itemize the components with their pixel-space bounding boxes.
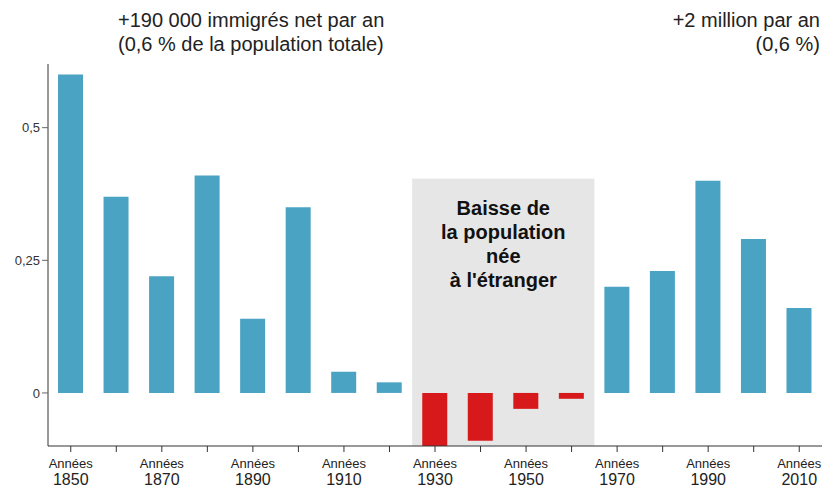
svg-text:Baisse dela populationnéeà l'é: Baisse dela populationnéeà l'étranger xyxy=(441,197,565,291)
svg-text:0,5: 0,5 xyxy=(22,120,40,135)
html-text:(0,6 %): (0,6 %) xyxy=(755,33,820,55)
svg-text:Années1970: Années1970 xyxy=(595,456,640,488)
svg-text:Années1950: Années1950 xyxy=(504,456,549,488)
svg-text:Années1990: Années1990 xyxy=(686,456,731,488)
svg-text:Années1910: Années1910 xyxy=(322,456,367,488)
svg-text:0: 0 xyxy=(33,386,40,401)
svg-text:Années1890: Années1890 xyxy=(231,456,276,488)
html-text:(0,6 % de la population totale: (0,6 % de la population totale) xyxy=(118,33,384,55)
html-text:+190 000 immigrés net par an: +190 000 immigrés net par an xyxy=(118,9,385,31)
svg-text:Années2010: Années2010 xyxy=(777,456,822,488)
svg-text:0,25: 0,25 xyxy=(15,253,40,268)
svg-text:Années1870: Années1870 xyxy=(140,456,185,488)
html-text:+2 million par an: +2 million par an xyxy=(672,9,820,31)
svg-text:Années1930: Années1930 xyxy=(413,456,458,488)
svg-text:Années1850: Années1850 xyxy=(49,456,94,488)
